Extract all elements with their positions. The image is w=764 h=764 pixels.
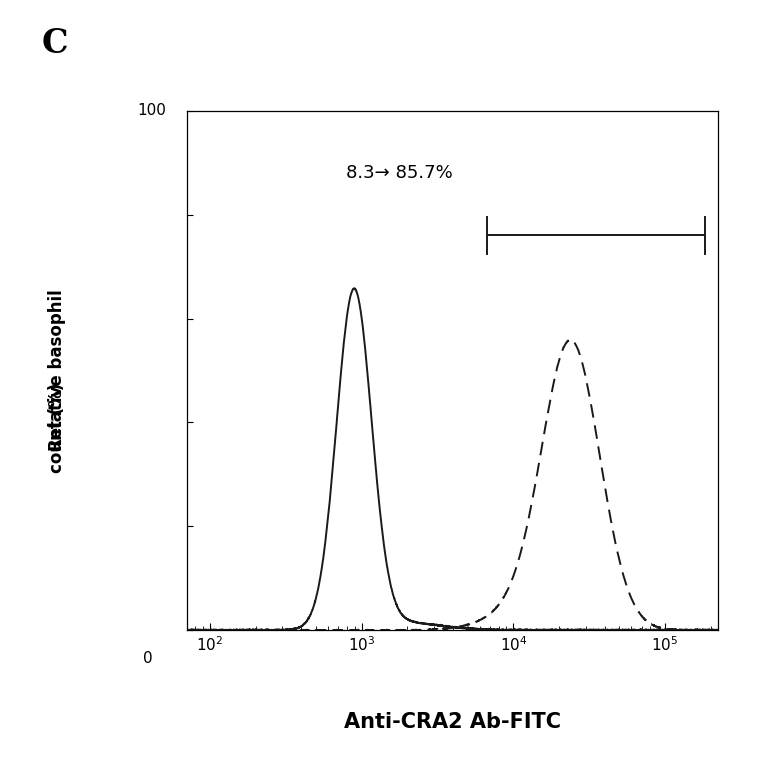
Text: Relative basophil: Relative basophil [48, 290, 66, 452]
Text: 0: 0 [143, 652, 152, 666]
Text: Anti-CRA2 Ab-FITC: Anti-CRA2 Ab-FITC [344, 712, 562, 732]
Text: 100: 100 [137, 103, 166, 118]
Text: 8.3→ 85.7%: 8.3→ 85.7% [347, 164, 453, 182]
Text: C: C [42, 27, 69, 60]
Text: count (%): count (%) [48, 383, 66, 473]
